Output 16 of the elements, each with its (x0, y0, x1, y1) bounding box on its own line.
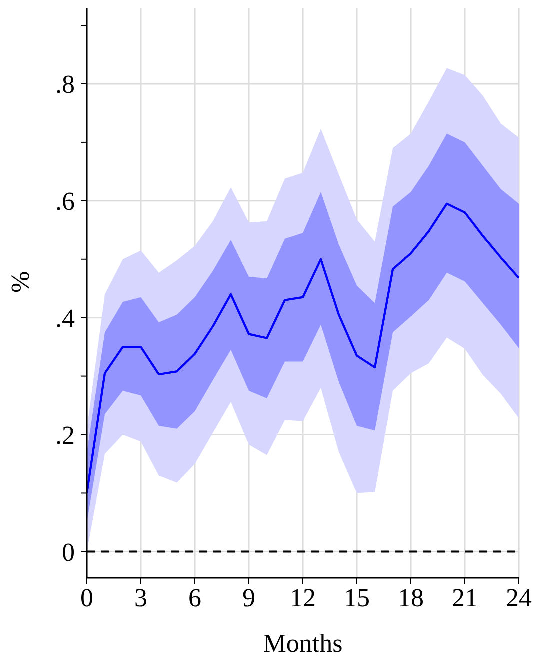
y-tick-label: .8 (56, 70, 75, 100)
y-tick-label: .4 (56, 304, 75, 333)
x-axis-title: Months (263, 629, 343, 656)
y-tick-label: .6 (56, 187, 75, 216)
y-axis-title: % (6, 271, 36, 293)
x-tick-label: 0 (80, 583, 94, 612)
y-tick-label: .2 (56, 420, 75, 450)
x-tick-label: 21 (452, 583, 478, 612)
x-tick-label: 12 (290, 583, 316, 612)
x-tick-label: 3 (134, 583, 148, 612)
y-tick-label: 0 (62, 538, 75, 567)
x-tick-label: 24 (506, 583, 532, 612)
x-tick-label: 18 (398, 583, 424, 612)
x-tick-label: 6 (188, 583, 202, 612)
x-tick-label: 15 (344, 583, 370, 612)
x-tick-label: 9 (242, 583, 256, 612)
